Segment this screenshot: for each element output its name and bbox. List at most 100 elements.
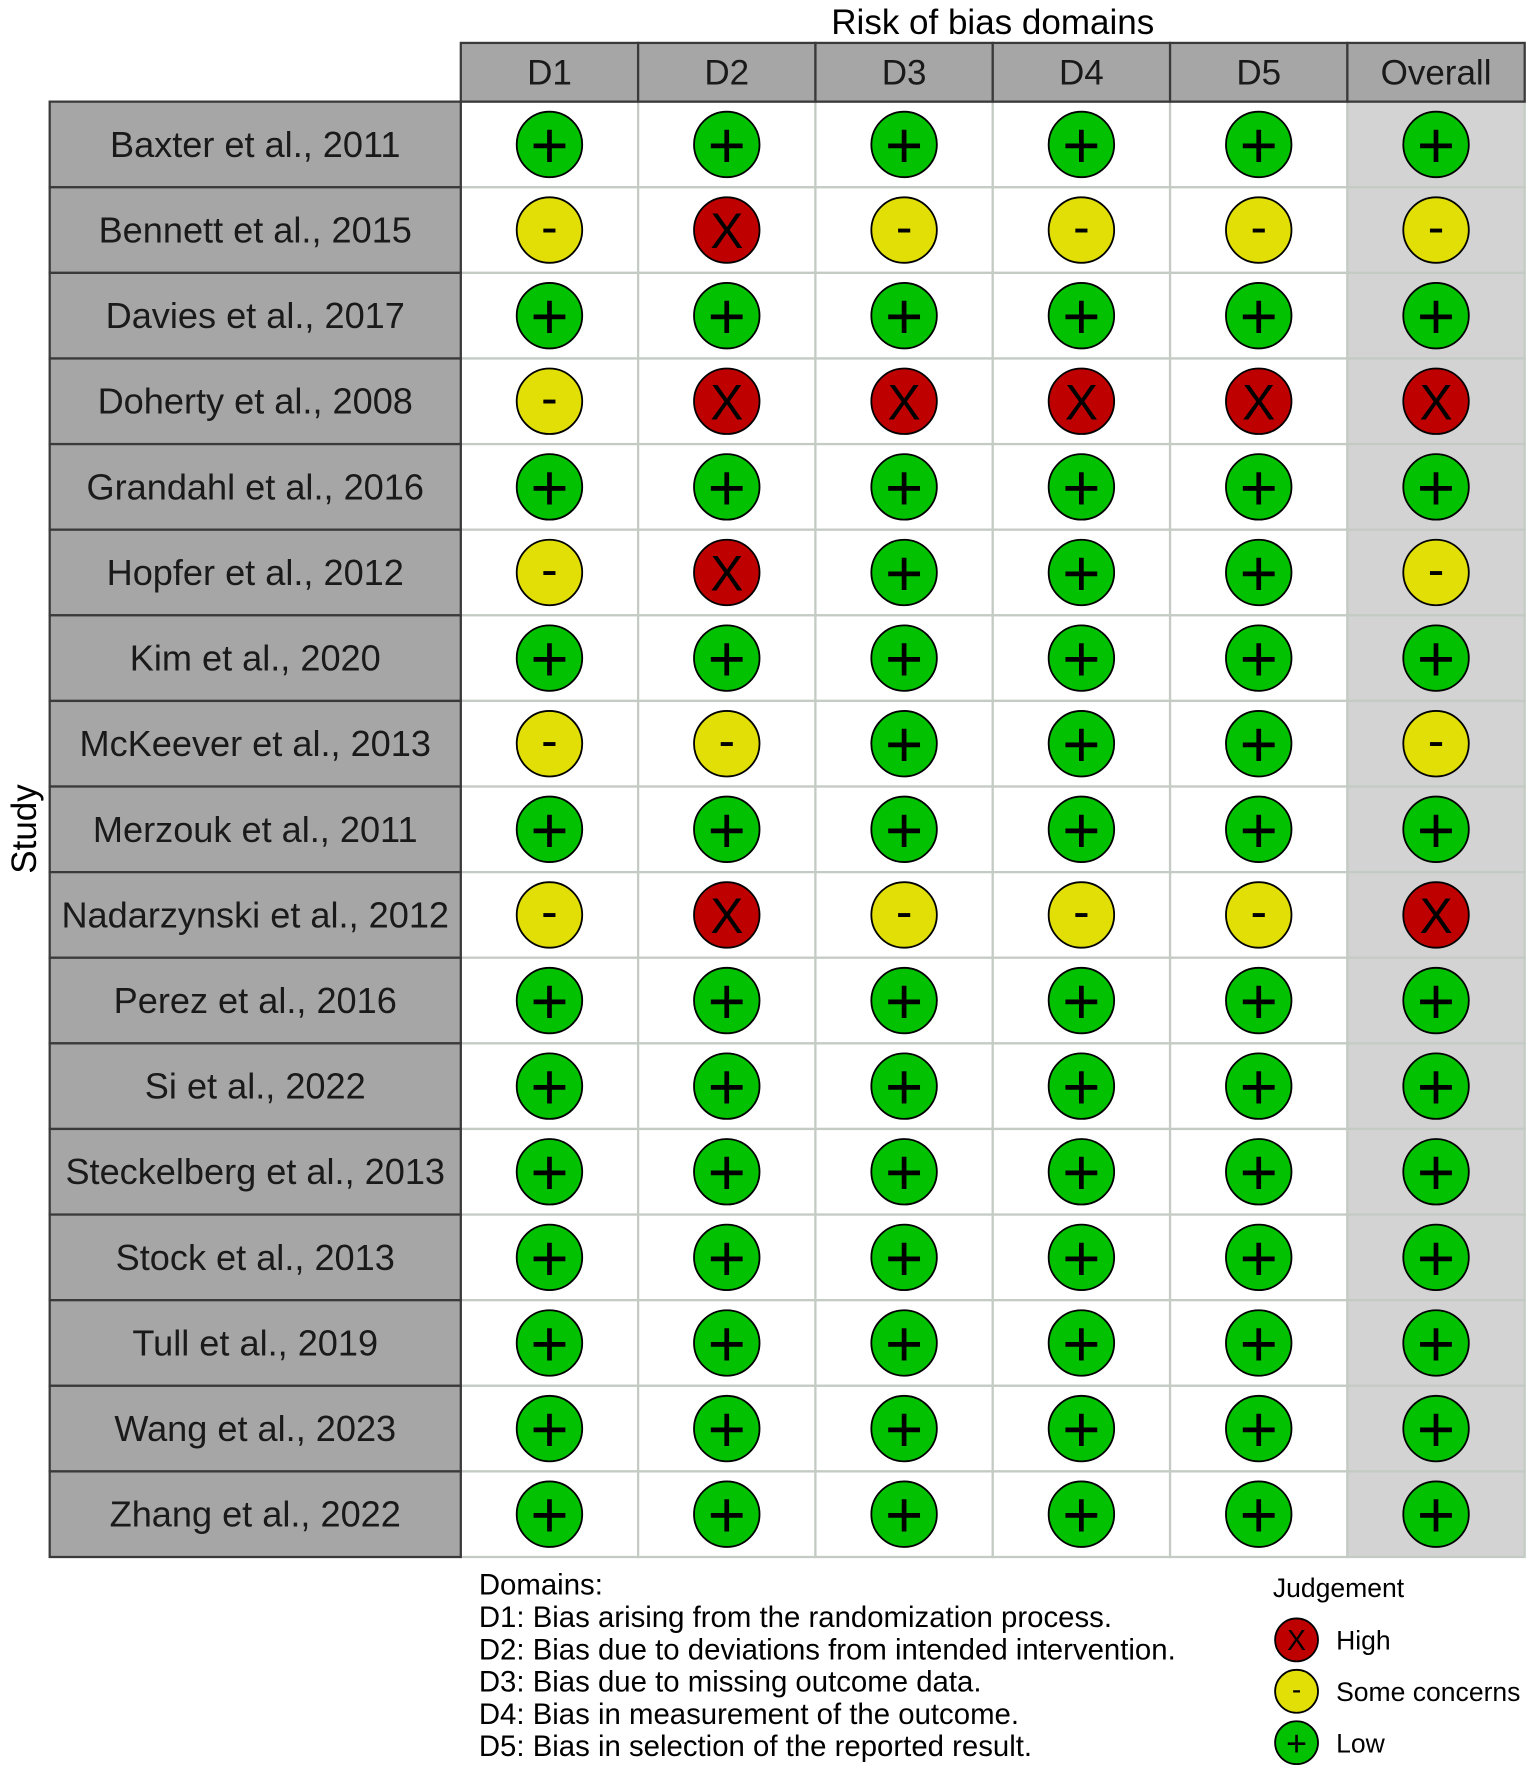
judgement-circle [870, 881, 938, 949]
study-label: Nadarzynski et al., 2012 [61, 894, 449, 935]
judgement-circle [1225, 538, 1293, 607]
judgement-circle [870, 1394, 938, 1463]
judgement-circle [1225, 966, 1293, 1035]
judgement-circle [515, 1223, 584, 1292]
judgement-symbol: X [1419, 374, 1452, 430]
judgement-circle [693, 1480, 761, 1548]
study-label: Doherty et al., 2008 [98, 381, 413, 422]
judgement-symbol: + [1240, 794, 1278, 867]
judgement-symbol: + [708, 451, 746, 524]
judgement-symbol: + [1240, 1222, 1278, 1295]
judgement-symbol: + [1062, 965, 1100, 1038]
judgement-circle [515, 282, 584, 350]
judgement-symbol: + [885, 451, 923, 524]
judgement-circle [1225, 453, 1293, 521]
judgement-circle [693, 196, 761, 264]
judgement-circle [1402, 282, 1470, 350]
judgement-symbol: + [1240, 280, 1278, 353]
judgement-circle [1047, 367, 1116, 435]
judgement-symbol: + [885, 1393, 923, 1466]
domain-headers: D1 D2 D3 D4 D5 Overall [459, 41, 1526, 103]
judgement-symbol: + [885, 623, 923, 696]
judgement-symbol: X [1065, 374, 1098, 430]
judgement-symbol: + [885, 965, 923, 1038]
judgement-symbol: + [1417, 1307, 1455, 1380]
judgement-circle [1402, 966, 1470, 1035]
judgement-circle [693, 710, 761, 778]
judgement-symbol: + [885, 794, 923, 867]
judgement-circle [693, 1052, 761, 1120]
domain-header-label: D5 [1236, 54, 1281, 93]
judgement-circle [693, 1138, 761, 1206]
y-axis-title: Study [5, 784, 44, 874]
judgement-circle [1402, 196, 1470, 264]
judgement-symbol: + [1240, 537, 1278, 610]
judgement-circle [870, 110, 938, 179]
judgement-circle [693, 538, 761, 607]
judgement-circle [515, 453, 584, 521]
judgement-symbol: + [708, 1307, 746, 1380]
judgement-circle [515, 110, 584, 179]
judgement-circle [1047, 966, 1116, 1035]
domain-header-box [1168, 41, 1349, 103]
judgement-symbol: + [1062, 1051, 1100, 1124]
judgement-circle [1047, 710, 1116, 778]
judgement-circle [515, 710, 584, 778]
judgement-circle [1225, 1480, 1293, 1548]
judgement-symbol: + [1240, 1479, 1278, 1552]
judgement-symbol: + [1240, 109, 1278, 182]
judgement-symbol: + [1062, 708, 1100, 781]
judgement-circle [1225, 1309, 1293, 1377]
judgement-symbol: X [710, 546, 743, 602]
judgement-symbol: + [530, 1051, 568, 1124]
judgement-symbol: + [530, 451, 568, 524]
judgement-circle [1402, 795, 1470, 863]
judgement-circle [870, 453, 938, 521]
study-label: Baxter et al., 2011 [110, 124, 401, 165]
judgement-circle [1402, 624, 1470, 692]
domain-header-box [991, 41, 1172, 103]
judgement-symbol: + [885, 537, 923, 610]
judgement-circle [693, 453, 761, 521]
judgement-circle [1047, 282, 1116, 350]
legend-swatch-circle [1274, 1668, 1319, 1714]
judgement-symbol: + [1240, 1307, 1278, 1380]
judgement-circle [693, 966, 761, 1035]
judgement-circle [1225, 881, 1293, 949]
judgement-circle [1225, 196, 1293, 264]
judgement-symbol: + [1062, 1479, 1100, 1552]
study-label-box [48, 357, 462, 446]
judgement-circle [870, 196, 938, 264]
judgement-circle [1047, 795, 1116, 863]
study-label: Davies et al., 2017 [106, 295, 405, 336]
judgement-circle [870, 282, 938, 350]
judgement-circle [515, 538, 584, 607]
judgement-circle [1402, 881, 1470, 949]
judgement-symbol: - [541, 712, 558, 768]
judgement-circle [1225, 1052, 1293, 1120]
legend-label: High [1336, 1626, 1391, 1656]
judgement-circle [515, 1480, 584, 1548]
domain-key-item: D2: Bias due to deviations from intended… [479, 1633, 1176, 1666]
judgement-symbol: + [1062, 1393, 1100, 1466]
study-label: Bennett et al., 2015 [99, 209, 412, 250]
judgement-circle [693, 110, 761, 179]
legend-symbol: - [1292, 1673, 1301, 1705]
judgement-circle [1047, 538, 1116, 607]
judgement-circle [693, 624, 761, 692]
judgement-circle [1402, 1394, 1470, 1463]
judgement-symbol: - [896, 199, 913, 255]
judgement-circle [1225, 282, 1293, 350]
judgement-symbol: + [530, 1136, 568, 1209]
judgement-symbol: - [1073, 884, 1090, 940]
legend-symbol: X [1287, 1624, 1306, 1656]
study-label: Hopfer et al., 2012 [107, 552, 404, 593]
judgement-symbol: + [1417, 1222, 1455, 1295]
judgement-symbol: + [885, 1307, 923, 1380]
judgement-circle [1402, 710, 1470, 778]
judgement-symbol: + [708, 1051, 746, 1124]
judgement-circle [870, 1309, 938, 1377]
judgement-circle [1402, 1052, 1470, 1120]
judgement-symbol: + [530, 109, 568, 182]
domain-key-heading: Domains: [479, 1569, 603, 1602]
